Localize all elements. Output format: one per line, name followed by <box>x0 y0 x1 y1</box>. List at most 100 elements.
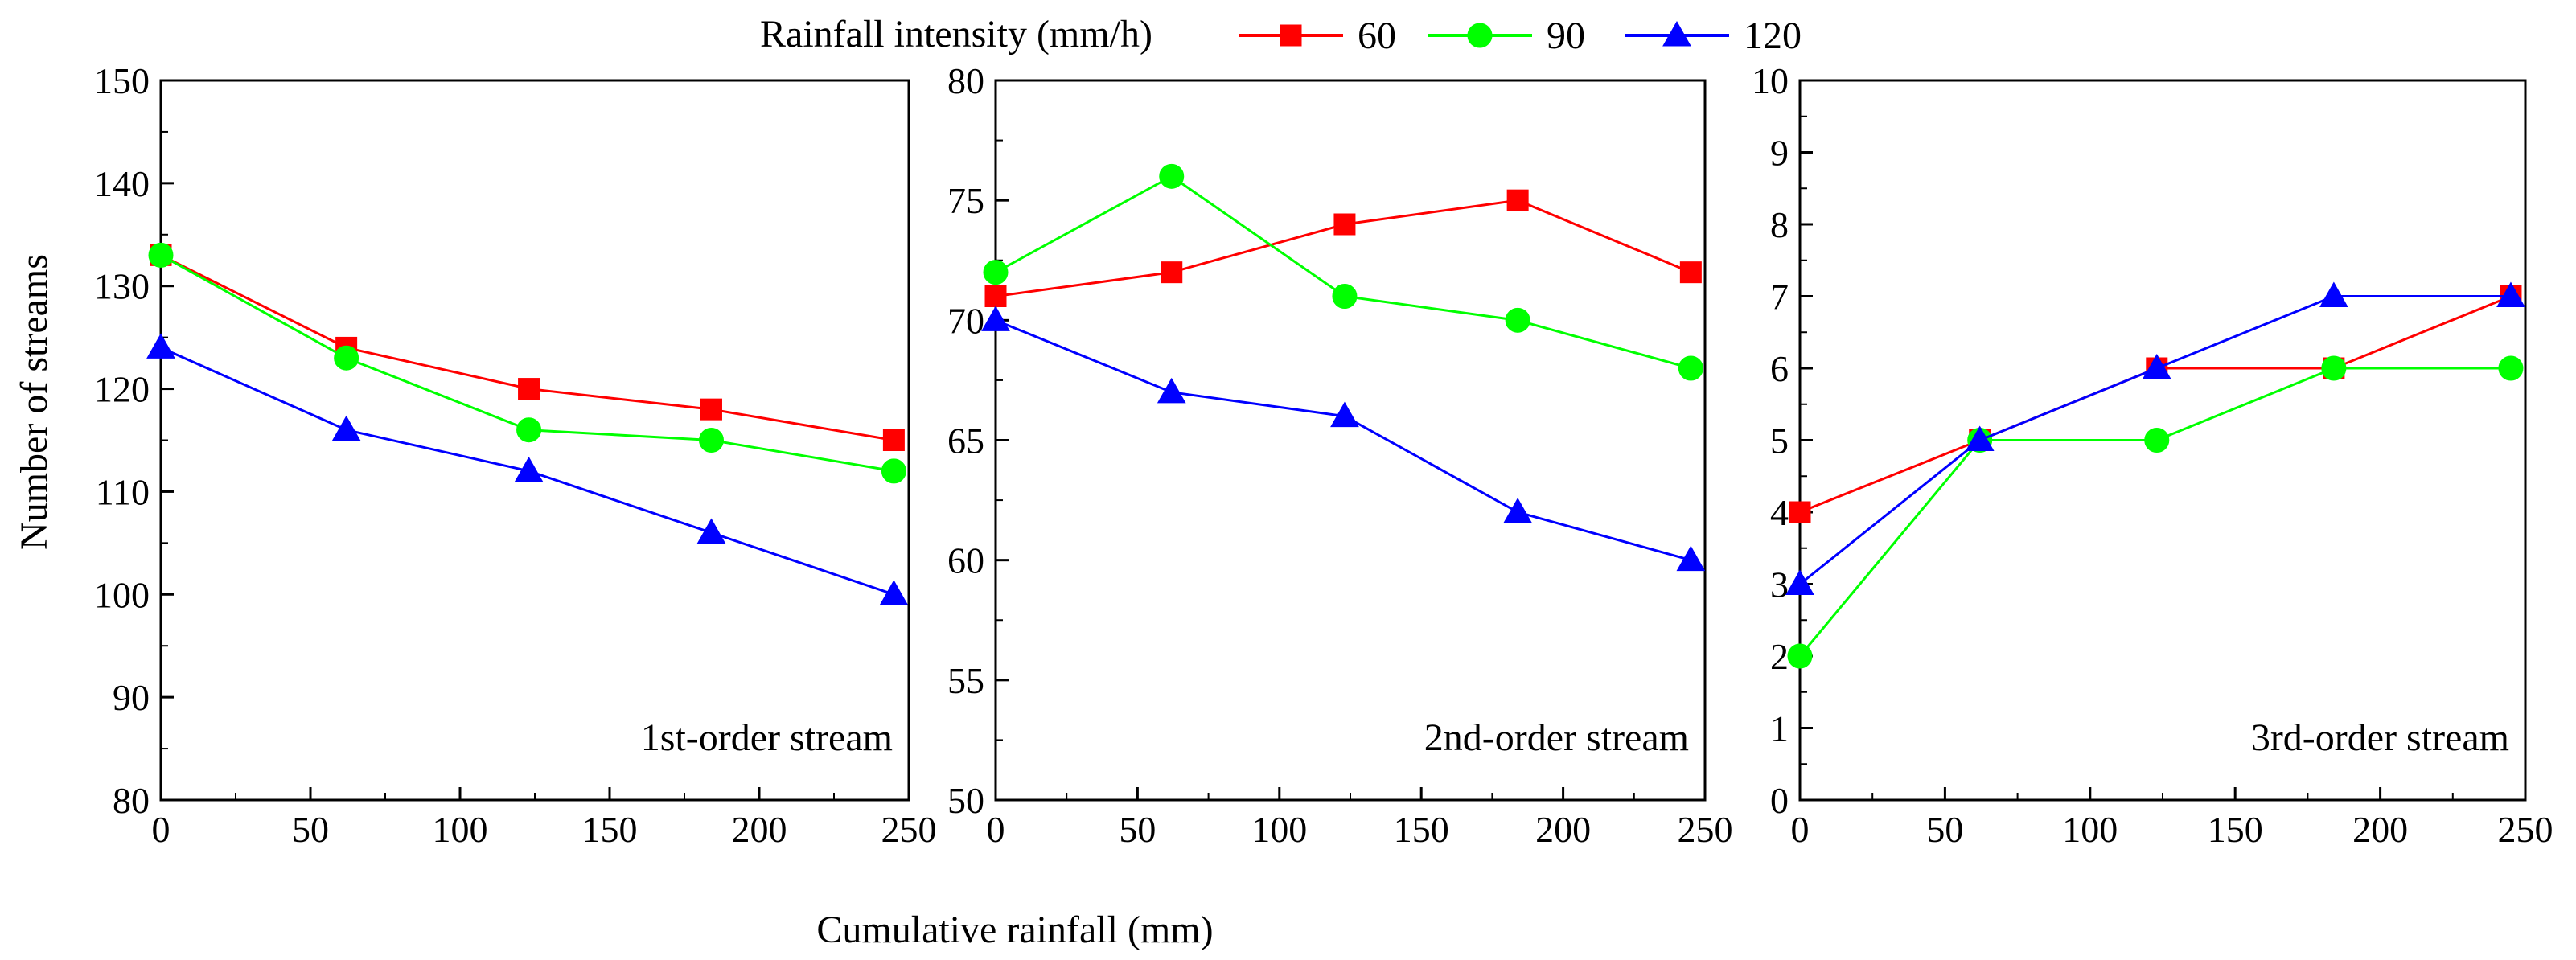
data-point-120 <box>146 333 175 359</box>
data-point-120 <box>2496 281 2525 307</box>
data-point-60 <box>1161 261 1183 284</box>
y-tick-label: 4 <box>1770 492 1789 533</box>
data-point-60 <box>882 429 905 451</box>
data-point-120 <box>2142 353 2171 379</box>
y-tick-label: 10 <box>1752 60 1789 101</box>
x-tick-label: 150 <box>582 809 638 850</box>
x-tick-label: 150 <box>1394 809 1449 850</box>
y-tick-label: 5 <box>1770 421 1789 462</box>
plot-frame <box>994 79 1707 802</box>
data-point-120 <box>696 518 726 544</box>
legend-item-60: 60 <box>1239 14 1396 57</box>
series-line-90 <box>1798 367 2511 657</box>
data-point-120 <box>1503 497 1533 523</box>
x-tick-label: 0 <box>1791 809 1810 850</box>
data-point-60 <box>1333 213 1356 236</box>
x-tick-label: 250 <box>1678 809 1733 850</box>
x-tick-label: 100 <box>433 809 488 850</box>
data-point-90 <box>334 345 359 371</box>
series-line-90 <box>995 174 1691 370</box>
y-tick-label: 140 <box>94 163 150 204</box>
data-point-90 <box>2321 355 2347 381</box>
y-tick-label: 100 <box>94 574 150 615</box>
y-tick-label: 110 <box>96 471 150 512</box>
y-tick-label: 0 <box>1770 780 1789 821</box>
legend-label-120: 120 <box>1744 14 1802 57</box>
y-tick-label: 80 <box>113 780 150 821</box>
y-tick-label: 1 <box>1770 708 1789 749</box>
y-tick-label: 3 <box>1770 564 1789 605</box>
data-point-90 <box>1678 355 1703 381</box>
panel-annotation: 1st-order stream <box>641 716 893 759</box>
y-tick-label: 75 <box>947 180 984 221</box>
data-point-60 <box>518 378 540 400</box>
panel-1st-order: 80 90 100 110 120 130 140 150 0 50 100 150 200 250 1st… <box>94 60 937 850</box>
shared-y-axis-label: Number of streams <box>13 254 55 550</box>
data-point-120 <box>1157 377 1186 404</box>
x-tick-label: 150 <box>2208 809 2263 850</box>
x-tick-label: 50 <box>1926 809 1963 850</box>
data-point-60 <box>1679 261 1702 284</box>
data-point-60 <box>700 398 722 421</box>
legend-item-120: 120 <box>1625 14 1802 57</box>
y-tick-label: 7 <box>1770 277 1789 318</box>
y-tick-label: 6 <box>1770 348 1789 389</box>
data-point-120 <box>981 306 1010 331</box>
panel-annotation: 2nd-order stream <box>1424 716 1689 759</box>
legend-label-90: 90 <box>1547 14 1585 57</box>
legend-item-90: 90 <box>1428 14 1585 57</box>
x-tick-label: 100 <box>2062 809 2118 850</box>
data-point-120 <box>1330 401 1359 428</box>
x-tick-label: 200 <box>2352 809 2408 850</box>
y-tick-label: 65 <box>947 421 984 462</box>
x-tick-label: 100 <box>1251 809 1307 850</box>
x-tick-label: 50 <box>1119 809 1156 850</box>
data-point-120 <box>331 415 361 441</box>
data-point-120 <box>514 456 544 482</box>
data-point-120 <box>1785 569 1814 595</box>
legend-marker-90 <box>1467 23 1493 48</box>
data-point-60 <box>1506 189 1529 211</box>
data-point-90 <box>2498 355 2524 381</box>
series-line-60 <box>160 254 894 441</box>
y-tick-label: 150 <box>94 60 150 101</box>
y-tick-label: 55 <box>947 660 984 701</box>
shared-x-axis-label: Cumulative rainfall (mm) <box>816 909 1213 951</box>
y-tick-label: 9 <box>1770 133 1789 174</box>
y-tick-label: 50 <box>947 780 984 821</box>
data-point-90 <box>2144 428 2170 453</box>
x-tick-label: 0 <box>987 809 1005 850</box>
y-tick-label: 80 <box>947 60 984 101</box>
data-point-90 <box>983 260 1009 285</box>
y-tick-label: 8 <box>1770 204 1789 245</box>
x-tick-label: 250 <box>881 809 937 850</box>
data-point-60 <box>984 285 1007 307</box>
data-point-90 <box>698 428 724 453</box>
legend-marker-60 <box>1280 24 1302 47</box>
data-point-90 <box>1505 307 1530 333</box>
data-point-90 <box>881 458 906 484</box>
panel-annotation: 3rd-order stream <box>2251 716 2509 759</box>
legend-title: Rainfall intensity (mm/h) <box>760 13 1152 55</box>
legend-label-60: 60 <box>1358 14 1396 57</box>
data-point-120 <box>879 580 909 605</box>
data-point-90 <box>516 417 542 443</box>
x-tick-label: 0 <box>152 809 171 850</box>
x-tick-label: 200 <box>1535 809 1591 850</box>
series-line-60 <box>1799 295 2512 514</box>
data-point-120 <box>1676 545 1706 572</box>
y-tick-label: 90 <box>113 677 150 718</box>
y-tick-label: 60 <box>947 540 984 581</box>
data-point-90 <box>1332 284 1358 309</box>
data-point-120 <box>2319 281 2348 307</box>
x-tick-label: 200 <box>732 809 787 850</box>
legend-marker-120 <box>1662 20 1691 47</box>
x-tick-label: 50 <box>292 809 329 850</box>
x-tick-label: 250 <box>2498 809 2553 850</box>
data-point-90 <box>1787 643 1813 669</box>
data-point-90 <box>1159 163 1185 189</box>
data-point-60 <box>1789 501 1811 523</box>
y-tick-label: 130 <box>94 266 150 307</box>
